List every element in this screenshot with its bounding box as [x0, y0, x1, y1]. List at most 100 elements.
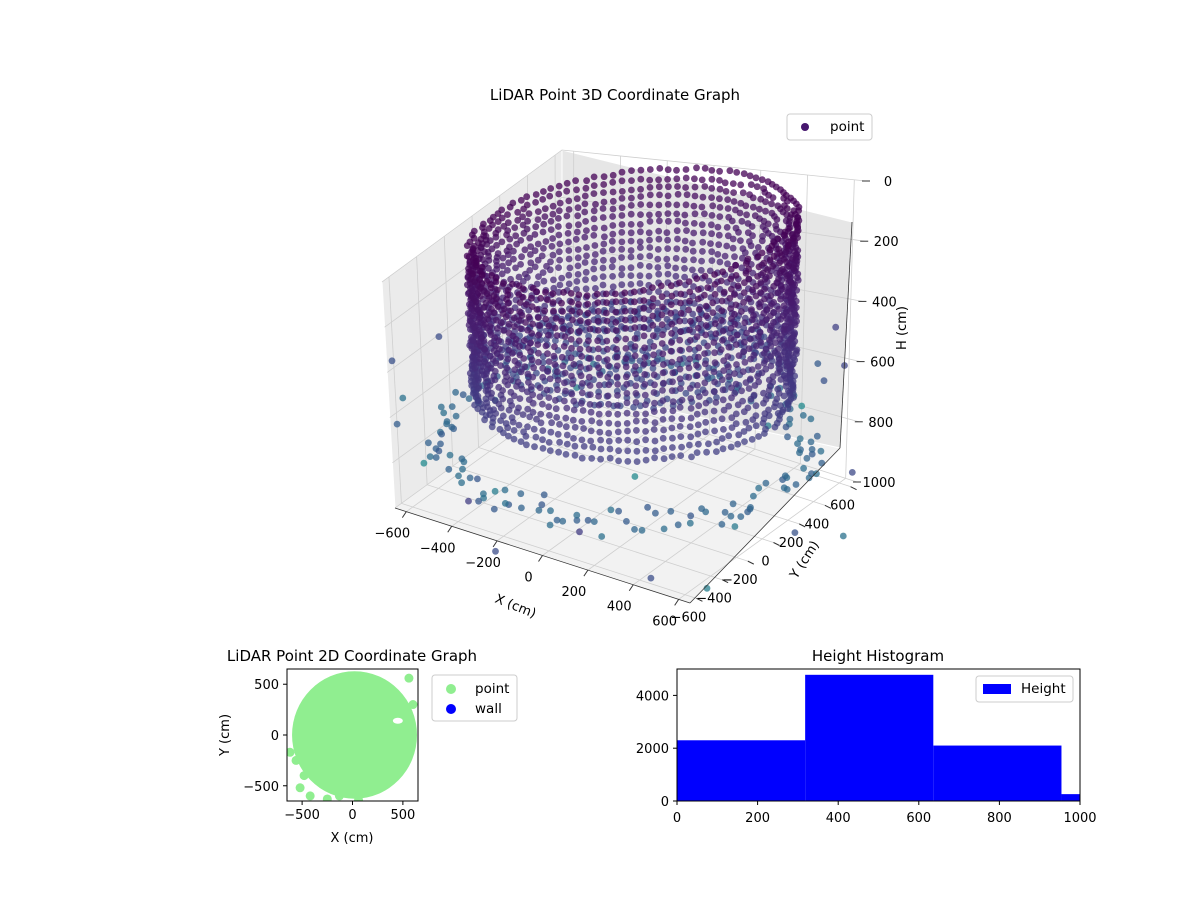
chart-3d-point	[518, 253, 525, 261]
chart-3d-point	[691, 210, 699, 218]
chart-3d-point	[754, 363, 762, 370]
chart-3d-point	[571, 424, 579, 431]
chart-3d-point	[510, 427, 518, 434]
chart-2d-point	[305, 791, 315, 801]
chart-3d-point	[721, 179, 729, 187]
chart-3d-point	[731, 291, 738, 298]
chart-3d-point	[749, 416, 757, 423]
chart-3d-point	[435, 447, 443, 455]
chart-3d-point	[496, 345, 503, 353]
chart-3d-point	[650, 351, 657, 359]
chart-3d-point	[663, 255, 671, 263]
chart-3d-ytick-label: 400	[804, 517, 829, 532]
chart-3d-point	[644, 503, 651, 511]
chart-3d-point	[594, 307, 602, 315]
chart-3d-point	[698, 257, 705, 265]
chart-3d-point	[612, 290, 619, 298]
chart-3d-point	[491, 376, 499, 384]
chart-3d-point	[712, 399, 720, 406]
chart-3d-point	[694, 421, 702, 429]
chart-3d-point	[583, 244, 590, 251]
chart-3d-point	[618, 271, 625, 279]
chart-3d-point	[631, 324, 639, 331]
chart-3d-point	[646, 236, 653, 244]
chart-3d-point	[748, 436, 756, 443]
chart-3d-point	[793, 227, 801, 235]
chart-3d-point	[774, 369, 782, 377]
chart-3d-point	[568, 307, 576, 315]
chart-3d-point	[445, 465, 453, 473]
chart-3d-point	[542, 288, 549, 296]
chart-3d-point	[474, 392, 482, 400]
chart-3d-point	[742, 379, 750, 386]
chart-3d-point	[667, 282, 675, 290]
chart-3d-point	[640, 287, 647, 294]
chart-3d-point	[758, 319, 766, 327]
chart-3d-point	[513, 240, 520, 248]
chart-3d-point	[693, 372, 701, 379]
chart-3d-point	[702, 428, 709, 436]
chart-3d-point	[561, 333, 569, 340]
chart-3d-point	[676, 404, 684, 411]
chart-3d-point	[549, 202, 557, 210]
chart-3d-points	[388, 164, 856, 592]
chart-3d-point	[549, 299, 557, 306]
chart-3d-point	[563, 187, 571, 195]
chart-3d-point	[494, 303, 502, 311]
chart-3d-point	[751, 382, 759, 389]
chart-3d-point	[733, 169, 741, 176]
chart-3d-point	[783, 205, 791, 212]
chart-3d-point	[608, 246, 616, 254]
chart-3d-point	[698, 221, 706, 229]
chart-3d-point	[595, 401, 603, 409]
chart-3d-point	[649, 284, 656, 291]
chart-3d-point	[646, 176, 654, 184]
chart-3d-point	[545, 331, 552, 339]
chart-3d-point	[554, 386, 561, 394]
chart-3d-point	[754, 253, 762, 260]
chart-3d-point	[536, 322, 544, 329]
chart-3d-point	[713, 448, 720, 455]
chart-3d-point	[514, 216, 522, 224]
chart-3d-point	[596, 371, 604, 379]
chart-3d-point	[514, 361, 522, 369]
chart-3d-point	[785, 262, 792, 270]
chart-3d-point	[556, 199, 564, 207]
chart-3d-point	[677, 309, 685, 317]
chart-3d-point	[612, 327, 620, 334]
chart-3d-point	[656, 217, 663, 225]
chart-3d-point	[499, 387, 506, 394]
chart-3d-point	[595, 392, 602, 400]
chart-3d-point	[474, 384, 482, 392]
chart-3d-point	[519, 411, 527, 418]
chart-3d-legend-label: point	[830, 119, 864, 135]
chart-3d-point	[807, 415, 815, 423]
chart-3d-point	[628, 167, 635, 175]
chart-3d-point	[595, 354, 602, 362]
chart-3d-point	[603, 356, 611, 363]
chart-3d-point	[702, 302, 710, 310]
chart-3d-point	[691, 192, 699, 200]
chart-3d-point	[756, 205, 763, 213]
chart-3d-point	[590, 265, 598, 273]
chart-3d-point	[542, 315, 550, 323]
chart-3d-point	[622, 373, 630, 381]
chart-3d-point	[658, 321, 666, 328]
chart-3d-point	[679, 304, 687, 312]
chart-3d-point	[638, 526, 646, 534]
chart-3d-point	[636, 253, 644, 261]
chart-3d-point	[471, 364, 479, 372]
chart-3d-point	[710, 339, 718, 346]
chart-2d-point	[354, 795, 364, 801]
chart-3d-point	[600, 240, 608, 248]
chart-3d-point	[500, 429, 507, 437]
chart-3d-point	[565, 280, 573, 288]
chart-3d-point	[438, 430, 445, 438]
chart-3d-point	[627, 272, 635, 279]
chart-3d-point	[733, 361, 740, 368]
chart-3d-point	[674, 217, 682, 225]
chart-3d-point	[702, 418, 710, 426]
chart-3d-point	[588, 417, 596, 425]
chart-3d-point	[747, 504, 754, 511]
chart-3d-point	[726, 167, 734, 175]
